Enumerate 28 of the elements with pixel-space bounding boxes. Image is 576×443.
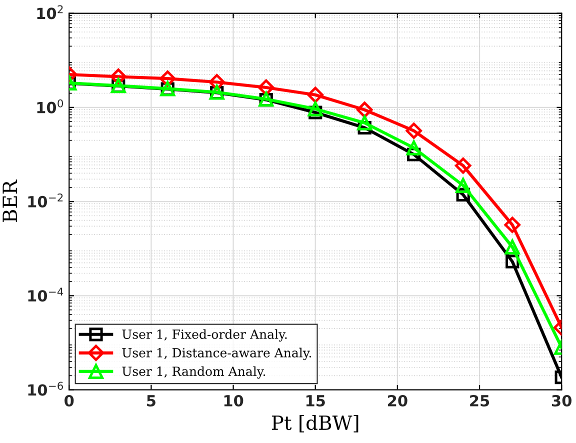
y-tick-label: 10$^{2}$ — [37, 5, 63, 20]
point — [258, 79, 274, 96]
x-axis-title: Pt [dBW] — [272, 415, 358, 432]
point — [406, 122, 422, 139]
x-tick-label: 20 — [388, 394, 408, 407]
x-tick-label: 0 — [64, 394, 74, 407]
legend-label: User 1, Fixed-order Analy. — [122, 329, 287, 342]
legend-label: User 1, Distance-aware Analy. — [122, 348, 312, 360]
y-tick-label: 10$^{−6}$ — [28, 382, 64, 396]
x-tick-label: 25 — [470, 394, 490, 407]
y-axis-title: BER — [2, 180, 17, 222]
point — [504, 240, 520, 255]
point — [454, 158, 472, 174]
y-tick-label: 10$^{−2}$ — [28, 193, 63, 208]
x-tick-label: 30 — [552, 394, 572, 407]
x-tick-label: 10 — [224, 394, 244, 407]
y-tick-label: 10$^{0}$ — [37, 99, 64, 114]
y-tick-label: 10$^{−4}$ — [28, 288, 64, 302]
point — [357, 115, 372, 130]
point — [406, 140, 422, 156]
point — [307, 86, 324, 103]
point — [308, 101, 323, 116]
x-tick-label: 5 — [147, 395, 156, 407]
x-tick-label: 15 — [306, 395, 325, 407]
point — [456, 178, 471, 193]
point — [504, 216, 520, 233]
point — [356, 102, 373, 118]
legend-label: User 1, Random Analy. — [122, 366, 266, 379]
